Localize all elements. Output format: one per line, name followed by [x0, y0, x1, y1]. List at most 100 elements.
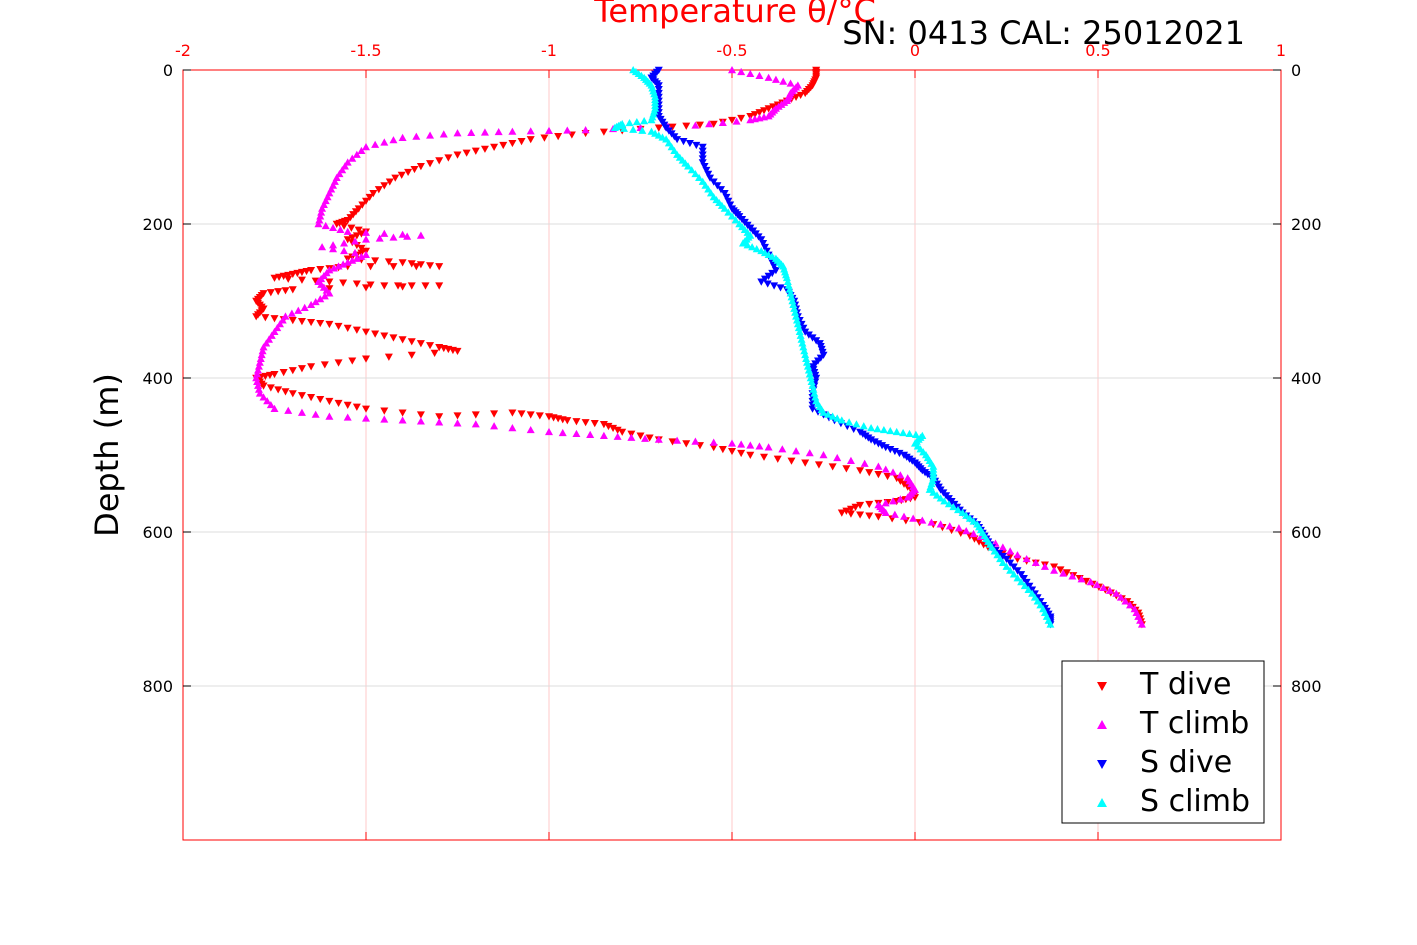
data-point-s-climb	[731, 216, 740, 224]
data-point-s-climb	[684, 162, 693, 170]
y-tick-label-right: 400	[1291, 369, 1322, 388]
data-point-t-dive	[695, 121, 704, 129]
data-point-t-dive	[398, 336, 407, 344]
data-point-s-climb	[905, 429, 914, 438]
data-point-t-climb	[627, 433, 636, 441]
data-point-t-dive	[380, 332, 389, 340]
data-point-t-climb	[909, 514, 918, 522]
data-point-t-dive	[426, 342, 435, 350]
data-point-s-climb	[792, 316, 801, 324]
data-point-t-climb	[746, 69, 755, 78]
data-point-s-dive	[698, 151, 707, 159]
data-point-t-climb	[709, 438, 718, 446]
data-point-s-dive	[757, 236, 766, 244]
data-point-s-dive	[760, 275, 769, 283]
data-point-t-climb	[325, 289, 334, 297]
data-point-s-climb	[625, 118, 634, 127]
data-point-t-climb	[896, 495, 905, 503]
data-point-t-dive	[837, 509, 846, 517]
data-point-s-climb	[691, 169, 700, 178]
data-point-t-dive	[462, 149, 471, 157]
data-point-t-dive	[384, 353, 393, 361]
data-point-s-climb	[610, 123, 619, 131]
data-point-s-dive	[801, 328, 810, 336]
data-point-t-dive	[769, 103, 778, 111]
data-point-s-dive	[998, 552, 1007, 561]
legend-markers	[1097, 682, 1107, 807]
data-point-t-climb	[311, 297, 320, 306]
data-point-t-climb	[969, 529, 978, 538]
data-point-t-climb	[287, 309, 296, 317]
data-point-t-climb	[426, 131, 435, 139]
data-point-t-dive	[362, 405, 370, 413]
data-point-t-dive	[787, 457, 796, 465]
data-point-t-dive	[581, 419, 590, 427]
data-point-t-climb	[357, 252, 366, 260]
data-point-t-dive	[366, 281, 375, 289]
data-point-s-climb	[720, 204, 729, 212]
data-point-t-climb	[453, 129, 462, 137]
data-point-t-climb	[874, 462, 883, 470]
y-axis-label: Depth (m)	[88, 373, 126, 537]
data-point-s-climb	[793, 320, 802, 328]
data-point-t-climb	[691, 121, 700, 129]
data-point-s-climb	[796, 331, 805, 339]
data-point-t-climb	[398, 230, 407, 238]
data-point-t-climb	[654, 435, 663, 443]
data-point-s-dive	[768, 269, 777, 278]
data-point-t-dive	[416, 411, 425, 419]
data-point-s-dive	[812, 374, 821, 382]
data-point-s-dive	[679, 138, 688, 146]
data-point-t-dive	[352, 232, 361, 240]
data-point-t-climb	[764, 112, 773, 120]
data-point-s-climb	[787, 293, 796, 301]
data-point-s-dive	[720, 190, 729, 198]
data-point-s-climb	[803, 358, 812, 366]
data-point-s-climb	[936, 494, 945, 502]
data-point-s-climb	[954, 505, 963, 514]
data-point-t-dive	[297, 365, 306, 373]
data-point-s-climb	[783, 277, 792, 285]
data-point-t-climb	[962, 527, 971, 535]
data-point-t-climb	[343, 258, 352, 266]
data-point-t-dive	[416, 163, 425, 171]
data-point-t-climb	[320, 292, 329, 300]
data-point-s-dive	[1019, 575, 1028, 583]
data-point-t-climb	[416, 231, 425, 239]
data-point-s-climb	[852, 420, 861, 428]
y-tick-label-left: 400	[142, 369, 173, 388]
data-point-s-dive	[895, 449, 904, 458]
data-point-s-climb	[940, 497, 949, 505]
data-point-t-climb	[480, 128, 489, 136]
data-point-s-climb	[899, 428, 908, 437]
data-point-t-climb	[779, 77, 788, 85]
data-point-t-dive	[526, 411, 535, 419]
data-point-t-dive	[362, 328, 370, 336]
data-point-t-dive	[362, 355, 370, 363]
data-point-s-climb	[811, 393, 820, 401]
data-point-t-climb	[380, 229, 389, 237]
legend-label-t-climb: T climb	[1139, 706, 1249, 741]
data-point-s-dive	[757, 278, 766, 286]
data-point-t-climb	[325, 412, 334, 420]
data-point-s-climb	[1020, 581, 1029, 590]
data-point-s-climb	[998, 558, 1007, 566]
data-point-t-dive	[814, 461, 823, 469]
data-point-t-climb	[1013, 551, 1022, 559]
data-point-t-dive	[297, 392, 306, 400]
data-point-s-climb	[873, 425, 882, 433]
data-point-t-dive	[259, 382, 268, 390]
data-point-t-dive	[636, 432, 645, 440]
data-point-t-climb	[362, 143, 370, 151]
data-point-s-climb	[1024, 585, 1033, 593]
data-point-t-climb	[329, 264, 338, 272]
legend-label-t-dive: T dive	[1139, 667, 1231, 702]
data-point-s-dive	[874, 440, 883, 448]
data-point-t-dive	[430, 349, 439, 357]
data-point-s-dive	[1013, 567, 1022, 575]
data-point-s-climb	[785, 285, 794, 293]
data-point-t-climb	[936, 520, 945, 528]
data-point-t-climb	[254, 385, 263, 393]
data-point-t-dive	[352, 326, 361, 334]
data-point-t-dive	[737, 449, 746, 458]
